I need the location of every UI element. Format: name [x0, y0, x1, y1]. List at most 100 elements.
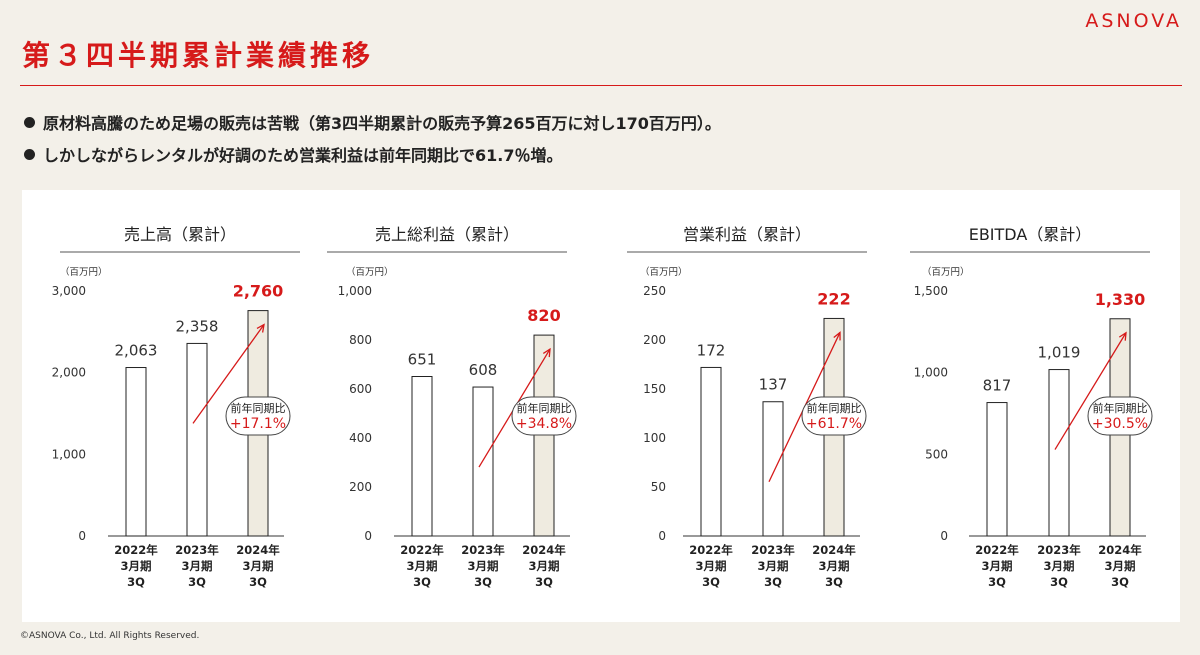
x-tick-label: 3月期: [406, 559, 437, 573]
y-tick-label: 0: [364, 529, 372, 543]
y-tick-label: 0: [78, 529, 86, 543]
y-tick-label: 200: [643, 333, 666, 347]
value-label: 2,358: [176, 317, 219, 335]
value-label-highlight: 1,330: [1095, 290, 1146, 309]
arrow-head-icon: [1118, 331, 1127, 341]
x-tick-label: 2024年: [236, 543, 280, 557]
unit-label: （百万円）: [346, 266, 394, 278]
growth-arrow-icon: [192, 324, 265, 424]
x-tick-label: 2022年: [114, 543, 158, 557]
x-tick-label: 2024年: [812, 543, 856, 557]
value-label: 137: [759, 376, 788, 394]
yoy-value: +30.5%: [1092, 416, 1148, 432]
y-tick-label: 50: [651, 480, 666, 494]
x-tick-label: 2023年: [1037, 543, 1081, 557]
x-tick-label: 3月期: [181, 559, 212, 573]
x-tick-label: 3Q: [764, 575, 782, 589]
bullet-text: 原材料高騰のため足場の販売は苦戦（第3四半期累計の販売予算265百万に対し170…: [43, 114, 721, 133]
value-label-highlight: 820: [527, 306, 560, 325]
y-tick-label: 200: [349, 480, 372, 494]
bullet-dot-icon: [24, 149, 35, 160]
arrow-head-icon: [256, 323, 265, 333]
y-tick-label: 1,000: [914, 366, 948, 380]
x-tick-label: 3Q: [702, 575, 720, 589]
x-tick-label: 3月期: [818, 559, 849, 573]
x-tick-label: 3月期: [1043, 559, 1074, 573]
bullet-text: しかしながらレンタルが好調のため営業利益は前年同期比で61.7％増。: [43, 146, 563, 165]
bullet-dot-icon: [24, 117, 35, 128]
x-tick-label: 3Q: [988, 575, 1006, 589]
x-tick-label: 3Q: [413, 575, 431, 589]
yoy-label: 前年同期比: [807, 401, 862, 415]
value-label: 1,019: [1038, 344, 1081, 362]
chart-title: EBITDA（累計）: [969, 225, 1092, 244]
x-tick-label: 3月期: [695, 559, 726, 573]
x-tick-label: 2022年: [689, 543, 733, 557]
yoy-label: 前年同期比: [231, 401, 286, 415]
yoy-bubble: [801, 396, 867, 436]
chart-title: 営業利益（累計）: [683, 225, 811, 244]
x-tick-label: 2022年: [400, 543, 444, 557]
chart-title: 売上高（累計）: [124, 225, 236, 244]
x-tick-label: 2023年: [751, 543, 795, 557]
bar: [186, 342, 208, 537]
growth-arrow-icon: [1054, 332, 1127, 450]
value-label-highlight: 222: [817, 289, 850, 308]
y-tick-label: 1,000: [52, 447, 86, 461]
bullet-item: 原材料高騰のため足場の販売は苦戦（第3四半期累計の販売予算265百万に対し170…: [24, 108, 721, 140]
yoy-bubble: [225, 396, 291, 436]
summary-bullets: 原材料高騰のため足場の販売は苦戦（第3四半期累計の販売予算265百万に対し170…: [24, 108, 721, 172]
x-tick-label: 3Q: [1050, 575, 1068, 589]
value-label: 651: [408, 351, 437, 369]
y-tick-label: 2,000: [52, 366, 86, 380]
chart-title: 売上総利益（累計）: [375, 225, 519, 244]
x-tick-label: 3月期: [757, 559, 788, 573]
x-tick-label: 3Q: [474, 575, 492, 589]
y-tick-label: 0: [658, 529, 666, 543]
yoy-bubble: [511, 396, 577, 436]
bar: [762, 401, 784, 537]
bar: [700, 366, 722, 537]
copyright: ©ASNOVA Co., Ltd. All Rights Reserved.: [20, 631, 200, 641]
x-tick-label: 3Q: [188, 575, 206, 589]
x-tick-label: 3Q: [249, 575, 267, 589]
y-tick-label: 0: [940, 529, 948, 543]
y-tick-label: 100: [643, 431, 666, 445]
yoy-value: +17.1%: [230, 416, 286, 432]
x-tick-label: 2024年: [1098, 543, 1142, 557]
value-label-highlight: 2,760: [233, 282, 284, 301]
yoy-label: 前年同期比: [1093, 401, 1148, 415]
y-tick-label: 600: [349, 382, 372, 396]
company-logo: ASNOVA: [1085, 10, 1182, 32]
yoy-value: +34.8%: [516, 416, 572, 432]
x-tick-label: 2022年: [975, 543, 1019, 557]
x-tick-label: 2023年: [175, 543, 219, 557]
x-tick-label: 3月期: [242, 559, 273, 573]
x-tick-label: 3Q: [127, 575, 145, 589]
y-tick-label: 400: [349, 431, 372, 445]
unit-label: （百万円）: [60, 266, 108, 278]
arrow-head-icon: [833, 331, 841, 341]
y-tick-label: 500: [925, 447, 948, 461]
value-label: 817: [983, 377, 1012, 395]
yoy-value: +61.7%: [806, 416, 862, 432]
x-tick-label: 3月期: [1104, 559, 1135, 573]
title-divider: [20, 85, 1182, 86]
x-tick-label: 3Q: [1111, 575, 1129, 589]
charts-canvas: 売上高（累計） （百万円） 0 1,000 2,000 3,000 2,063 2022年 3月…: [52, 225, 1153, 589]
x-tick-label: 2024年: [522, 543, 566, 557]
yoy-bubble: [1087, 396, 1153, 436]
arrow-head-icon: [542, 347, 551, 358]
y-tick-label: 250: [643, 284, 666, 298]
x-tick-label: 3Q: [825, 575, 843, 589]
y-tick-label: 3,000: [52, 284, 86, 298]
x-tick-label: 3月期: [120, 559, 151, 573]
bar: [1048, 369, 1070, 537]
x-tick-label: 3月期: [981, 559, 1012, 573]
bullet-item: しかしながらレンタルが好調のため営業利益は前年同期比で61.7％増。: [24, 140, 721, 172]
y-tick-label: 150: [643, 382, 666, 396]
bar: [533, 334, 555, 537]
unit-label: （百万円）: [640, 266, 688, 278]
y-tick-label: 1,500: [914, 284, 948, 298]
x-tick-label: 3月期: [528, 559, 559, 573]
